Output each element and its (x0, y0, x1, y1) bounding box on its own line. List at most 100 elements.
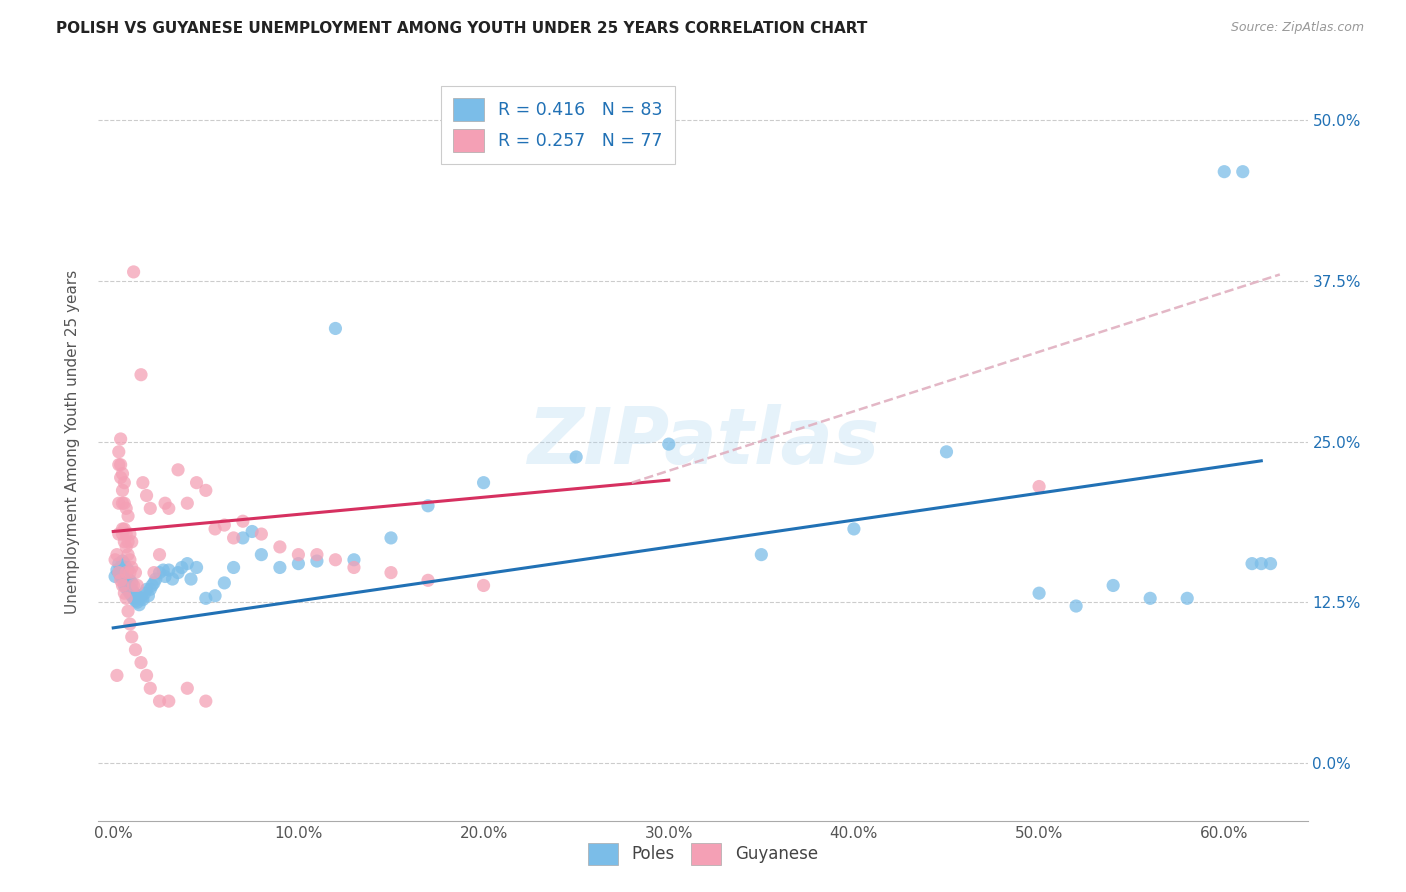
Point (139, 681, 162, 696)
Point (112, 496, 135, 510)
Point (269, 540, 291, 554)
Point (1064, 599, 1087, 613)
Point (143, 566, 166, 580)
Point (115, 591, 138, 606)
Text: POLISH VS GUYANESE UNEMPLOYMENT AMONG YOUTH UNDER 25 YEARS CORRELATION CHART: POLISH VS GUYANESE UNEMPLOYMENT AMONG YO… (56, 21, 868, 37)
Point (112, 557, 135, 571)
Point (167, 566, 190, 580)
Point (112, 586, 135, 600)
Point (122, 585, 145, 599)
Point (1260, 557, 1282, 571)
Point (124, 594, 146, 608)
Point (104, 553, 127, 567)
Point (194, 694, 217, 708)
Point (935, 445, 957, 459)
Point (118, 586, 141, 600)
Point (124, 587, 146, 601)
Point (658, 437, 681, 451)
Point (749, 548, 772, 562)
Point (176, 681, 198, 696)
Point (118, 566, 141, 580)
Point (107, 557, 129, 571)
Point (416, 574, 439, 588)
Point (117, 548, 139, 562)
Point (343, 553, 366, 567)
Point (107, 458, 129, 472)
Point (176, 496, 198, 510)
Point (117, 572, 139, 586)
Point (112, 475, 135, 490)
Point (167, 463, 190, 477)
Point (118, 527, 141, 541)
Point (111, 566, 134, 580)
Point (1250, 557, 1272, 571)
Point (250, 527, 273, 541)
Point (1240, 557, 1263, 571)
Point (104, 569, 127, 583)
Point (305, 548, 328, 562)
Point (1232, 164, 1254, 178)
Point (472, 578, 495, 592)
Point (112, 572, 135, 586)
Point (118, 581, 141, 595)
Y-axis label: Unemployment Among Youth under 25 years: Unemployment Among Youth under 25 years (65, 269, 80, 614)
Point (325, 553, 347, 567)
Point (186, 560, 208, 574)
Point (153, 569, 176, 583)
Point (134, 586, 156, 600)
Point (112, 566, 135, 580)
Point (1175, 591, 1198, 606)
Point (127, 578, 149, 592)
Point (107, 445, 129, 459)
Point (111, 554, 134, 568)
Point (148, 694, 170, 708)
Point (118, 553, 141, 567)
Point (107, 566, 129, 580)
Point (1213, 164, 1236, 178)
Point (124, 566, 146, 580)
Point (115, 581, 138, 595)
Point (153, 496, 176, 510)
Point (129, 368, 152, 382)
Point (111, 496, 134, 510)
Point (115, 527, 138, 541)
Point (204, 589, 226, 603)
Point (287, 557, 309, 571)
Point (132, 475, 155, 490)
Point (240, 524, 263, 539)
Point (138, 589, 160, 603)
Point (380, 531, 402, 545)
Point (180, 572, 202, 586)
Point (121, 560, 143, 574)
Point (121, 589, 143, 603)
Point (186, 475, 208, 490)
Point (222, 531, 245, 545)
Point (111, 467, 134, 481)
Point (129, 656, 152, 670)
Point (472, 475, 495, 490)
Legend: Poles, Guyanese: Poles, Guyanese (579, 835, 827, 873)
Point (143, 575, 166, 590)
Point (232, 531, 254, 545)
Point (565, 450, 588, 464)
Point (269, 560, 291, 574)
Point (1028, 586, 1050, 600)
Point (110, 458, 132, 472)
Point (122, 591, 145, 606)
Point (129, 591, 152, 606)
Point (132, 592, 155, 607)
Point (148, 566, 170, 580)
Point (214, 575, 236, 590)
Text: Source: ZipAtlas.com: Source: ZipAtlas.com (1230, 21, 1364, 35)
Point (112, 578, 135, 592)
Point (115, 569, 138, 583)
Point (111, 578, 134, 592)
Point (118, 617, 141, 632)
Point (115, 575, 138, 590)
Point (139, 582, 162, 597)
Point (162, 572, 184, 586)
Point (107, 527, 129, 541)
Point (128, 598, 150, 612)
Point (139, 501, 162, 516)
Point (157, 501, 180, 516)
